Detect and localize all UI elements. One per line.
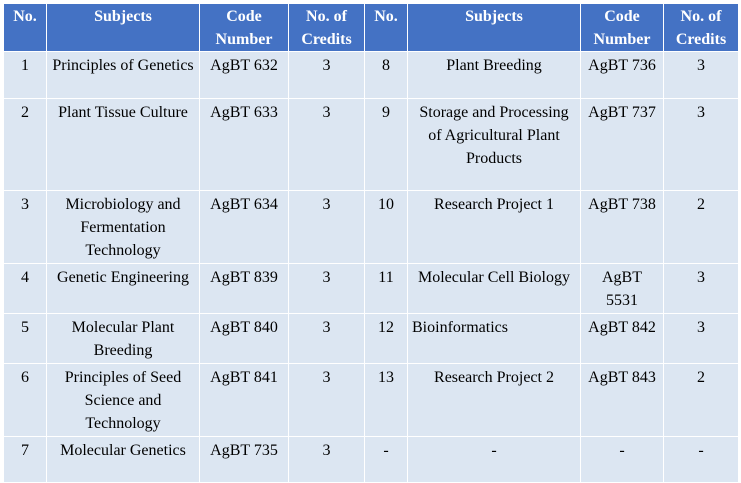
course-code: AgBT 632 (199, 51, 289, 99)
course-credits: - (663, 436, 739, 483)
courses-table: No. Subjects Code Number No. of Credits … (3, 3, 739, 483)
course-subject: Storage and Processing of Agricultural P… (407, 98, 581, 191)
course-subject: Bioinformatics (407, 313, 581, 364)
course-credits: 3 (288, 436, 365, 483)
course-subject: Research Project 2 (407, 363, 581, 437)
course-subject: Principles of Genetics (46, 51, 200, 99)
course-code: AgBT 843 (580, 363, 664, 437)
course-code: AgBT 735 (199, 436, 289, 483)
course-no: 5 (3, 313, 47, 364)
course-no: 1 (3, 51, 47, 99)
course-code: AgBT 5531 (580, 263, 664, 314)
course-subject: Principles of Seed Science and Technolog… (46, 363, 200, 437)
course-no: 11 (364, 263, 408, 314)
header-credits: No. of Credits (288, 3, 365, 52)
course-code: AgBT 633 (199, 98, 289, 191)
course-credits: 2 (663, 190, 739, 264)
course-no: 2 (3, 98, 47, 191)
course-code: AgBT 840 (199, 313, 289, 364)
course-subject: Molecular Plant Breeding (46, 313, 200, 364)
header-subjects: Subjects (407, 3, 581, 52)
course-credits: 3 (288, 363, 365, 437)
table-row: 5 Molecular Plant Breeding AgBT 840 3 12… (3, 313, 739, 364)
course-no: 12 (364, 313, 408, 364)
header-no: No. (364, 3, 408, 52)
course-subject: Molecular Genetics (46, 436, 200, 483)
course-no: 7 (3, 436, 47, 483)
course-credits: 3 (288, 263, 365, 314)
course-code: AgBT 634 (199, 190, 289, 264)
course-no: 8 (364, 51, 408, 99)
course-code: AgBT 842 (580, 313, 664, 364)
course-credits: 3 (663, 313, 739, 364)
course-code: AgBT 839 (199, 263, 289, 314)
table-row: 3 Microbiology and Fermentation Technolo… (3, 190, 739, 264)
course-subject: Molecular Cell Biology (407, 263, 581, 314)
course-no: 13 (364, 363, 408, 437)
header-code-number: Code Number (580, 3, 664, 52)
table-row: 7 Molecular Genetics AgBT 735 3 - - - - (3, 436, 739, 483)
course-subject: Research Project 1 (407, 190, 581, 264)
course-subject: Genetic Engineering (46, 263, 200, 314)
course-no: 3 (3, 190, 47, 264)
header-row: No. Subjects Code Number No. of Credits … (3, 3, 739, 52)
table-row: 6 Principles of Seed Science and Technol… (3, 363, 739, 437)
header-credits: No. of Credits (663, 3, 739, 52)
course-no: 10 (364, 190, 408, 264)
header-subjects: Subjects (46, 3, 200, 52)
course-code: AgBT 841 (199, 363, 289, 437)
course-no: 4 (3, 263, 47, 314)
course-subject: - (407, 436, 581, 483)
course-subject: Plant Tissue Culture (46, 98, 200, 191)
course-no: 6 (3, 363, 47, 437)
table-row: 4 Genetic Engineering AgBT 839 3 11 Mole… (3, 263, 739, 314)
table-row: 1 Principles of Genetics AgBT 632 3 8 Pl… (3, 51, 739, 99)
course-credits: 3 (663, 263, 739, 314)
course-credits: 3 (288, 313, 365, 364)
table-row: 2 Plant Tissue Culture AgBT 633 3 9 Stor… (3, 98, 739, 191)
course-credits: 3 (288, 98, 365, 191)
course-credits: 2 (663, 363, 739, 437)
course-subject: Microbiology and Fermentation Technology (46, 190, 200, 264)
course-credits: 3 (663, 51, 739, 99)
header-no: No. (3, 3, 47, 52)
course-credits: 3 (288, 190, 365, 264)
course-credits: 3 (663, 98, 739, 191)
course-code: - (580, 436, 664, 483)
header-code-number: Code Number (199, 3, 289, 52)
course-no: 9 (364, 98, 408, 191)
course-credits: 3 (288, 51, 365, 99)
course-no: - (364, 436, 408, 483)
course-code: AgBT 738 (580, 190, 664, 264)
course-subject: Plant Breeding (407, 51, 581, 99)
course-code: AgBT 737 (580, 98, 664, 191)
course-code: AgBT 736 (580, 51, 664, 99)
